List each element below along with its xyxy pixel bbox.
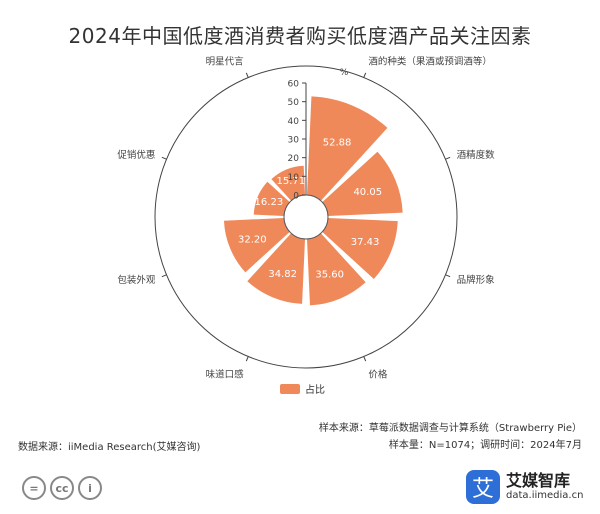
data-label-4: 34.82: [268, 269, 297, 280]
brand: 艾 艾媒智库 data.iimedia.cn: [466, 470, 583, 504]
data-label-6: 16.23: [255, 197, 284, 208]
category-tick: [363, 72, 367, 78]
sample-size: 样本量：N=1074；调研时间：2024年7月: [388, 440, 582, 451]
cc-icon: cc: [50, 476, 74, 500]
radial-tick-label: 60: [288, 80, 300, 90]
radial-tick-label: 50: [288, 98, 300, 108]
legend[interactable]: 占比: [280, 381, 325, 396]
sample-info: 样本来源：草莓派数据调查与计算系统（Strawberry Pie） 样本量：N=…: [319, 420, 582, 454]
attribution-icon: i: [78, 476, 102, 500]
category-label-7: 明星代言: [206, 55, 245, 67]
data-label-3: 35.60: [315, 270, 344, 281]
data-label-7: 15.71: [277, 176, 306, 187]
radial-tick-label: 40: [288, 117, 300, 127]
category-label-0: 酒的种类（果酒或预调酒等）: [368, 55, 492, 67]
brand-name: 艾媒智库: [506, 471, 571, 490]
brand-url: data.iimedia.cn: [506, 490, 584, 501]
category-tick: [161, 274, 167, 278]
bar-0: [306, 96, 388, 201]
category-label-1: 酒精度数: [457, 149, 496, 161]
legend-swatch: [280, 383, 300, 394]
bar-2: [322, 217, 398, 279]
category-tick: [161, 156, 167, 160]
category-tick: [363, 356, 367, 362]
inner-hole: [283, 194, 329, 240]
category-tick: [445, 156, 451, 160]
radial-tick-label: 10: [288, 173, 300, 183]
sample-source: 样本来源：草莓派数据调查与计算系统（Strawberry Pie）: [318, 423, 582, 434]
radial-tick-label: 30: [288, 136, 300, 146]
category-tick: [445, 274, 451, 278]
data-label-5: 32.20: [238, 235, 267, 246]
legend-label: 占比: [305, 385, 325, 396]
bar-3: [306, 233, 366, 306]
bar-1: [322, 151, 403, 217]
category-label-2: 品牌形象: [457, 274, 496, 286]
brand-logo-icon: 艾: [466, 470, 500, 504]
bar-7: [271, 165, 306, 201]
category-tick: [245, 356, 249, 362]
category-tick: [245, 72, 249, 78]
data-source: 数据来源：iiMedia Research(艾媒咨询): [18, 442, 201, 453]
category-label-3: 价格: [368, 369, 388, 381]
radial-tick-label: 0: [293, 192, 299, 202]
unit-label: %: [340, 68, 349, 78]
category-label-4: 味道口感: [206, 369, 245, 381]
chart-title: 2024年中国低度酒消费者购买低度酒产品关注因素: [68, 24, 532, 48]
radial-tick-label: 20: [288, 154, 300, 164]
license-icons: = cc i: [22, 476, 102, 500]
data-label-2: 37.43: [351, 237, 380, 248]
data-label-0: 52.88: [323, 137, 352, 148]
bar-5: [223, 217, 290, 273]
category-label-5: 包装外观: [117, 274, 156, 286]
nd-icon: =: [22, 476, 46, 500]
data-label-1: 40.05: [353, 187, 382, 198]
polar-bar-chart: 52.88 40.05 37.43 35.60 34.82 32.20 16.23 15.71…: [117, 55, 496, 381]
bar-6: [253, 181, 290, 217]
polar-frame: [154, 65, 458, 369]
bar-4: [247, 233, 306, 304]
category-label-6: 促销优惠: [117, 149, 155, 161]
